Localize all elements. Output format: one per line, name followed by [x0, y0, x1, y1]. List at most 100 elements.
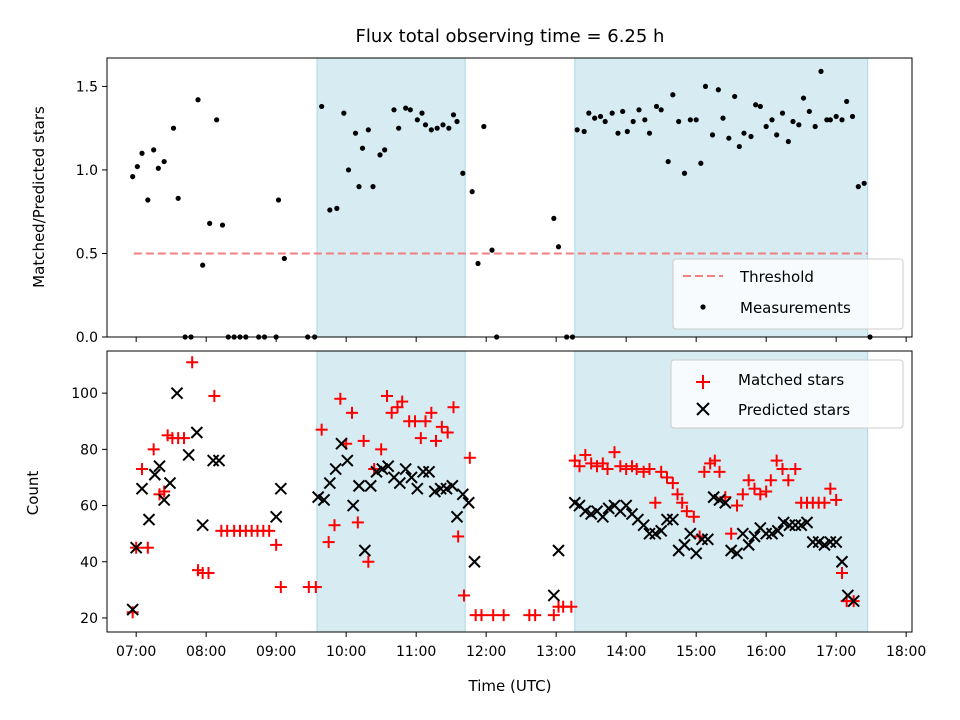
- top-legend-box: [672, 258, 904, 330]
- predicted-star-marker: [329, 462, 342, 476]
- y-tick-label: 1.5: [76, 79, 98, 95]
- matched-star-marker: [497, 609, 510, 622]
- measurement-point: [345, 167, 352, 173]
- predicted-star-marker-b: [689, 547, 703, 560]
- predicted-star-marker-b: [724, 544, 738, 557]
- predicted-star-marker-b: [446, 479, 459, 493]
- predicted-star-marker-b: [274, 482, 288, 495]
- x-tick-label: 07:00: [116, 644, 156, 660]
- predicted-star-marker-b: [800, 516, 814, 529]
- measurement-point: [609, 110, 615, 116]
- predicted-star-marker: [422, 465, 436, 479]
- measurement-point: [849, 113, 856, 120]
- matched-star-marker: [315, 423, 328, 436]
- measurement-point: [574, 127, 580, 133]
- measurement-point: [642, 117, 648, 123]
- bottom-panel: 20 40 60 80 100 07:00 08:00 09:00 10:00 11:00 12:…: [24, 350, 926, 695]
- predicted-star-marker: [269, 510, 283, 523]
- measurement-point: [779, 110, 786, 116]
- matched-star-marker: [385, 406, 398, 419]
- measurement-point: [450, 112, 457, 118]
- measurement-point: [670, 92, 676, 98]
- predicted-star-marker: [126, 603, 139, 616]
- bottom-y-axis-label: Count: [24, 471, 42, 516]
- x-tick-label: 17:00: [816, 644, 856, 660]
- matched-star-marker: [680, 505, 693, 518]
- measurement-point: [422, 122, 429, 128]
- matched-star-marker: [430, 434, 442, 447]
- predicted-star-marker-b: [730, 547, 744, 560]
- predicted-star-marker: [148, 468, 162, 481]
- predicted-star-marker-b: [713, 493, 726, 507]
- top-y-ticks: 0.0 0.5 1.0 1.5: [76, 79, 107, 346]
- predicted-star-marker-b: [719, 496, 732, 509]
- predicted-star-marker-b: [346, 499, 360, 512]
- measurement-point: [341, 110, 347, 116]
- predicted-star-marker-b: [126, 603, 139, 616]
- matched-star-marker: [452, 530, 465, 543]
- predicted-star-marker: [381, 460, 395, 473]
- matched-star-marker: [836, 566, 848, 579]
- chart-title: Flux total observing time = 6.25 h: [356, 26, 665, 47]
- measurement-point: [551, 215, 557, 221]
- measurement-point: [653, 103, 660, 110]
- predicted-star-marker: [619, 499, 633, 512]
- y-tick-label: 60: [80, 499, 98, 515]
- measurement-point: [698, 160, 704, 166]
- predicted-star-marker-b: [806, 535, 820, 549]
- highlight-band: [317, 58, 466, 337]
- matched-star-marker: [186, 356, 199, 369]
- measurement-point: [151, 147, 157, 153]
- predicted-star-marker-b: [129, 541, 143, 554]
- predicted-star-marker-b: [678, 538, 691, 552]
- predicted-star-marker-b: [190, 426, 204, 439]
- measurement-point: [753, 102, 759, 108]
- measurement-point: [356, 184, 362, 190]
- matched-star-marker: [649, 496, 662, 509]
- predicted-star-marker: [829, 535, 843, 549]
- measurement-point: [741, 130, 747, 136]
- measurement-point: [460, 170, 466, 176]
- matched-star-marker: [357, 434, 370, 447]
- predicted-star-marker: [446, 479, 459, 493]
- measurement-point: [732, 93, 738, 100]
- measurement-point: [170, 125, 177, 131]
- measurement-point: [620, 108, 626, 115]
- measurement-point: [681, 170, 688, 176]
- matched-star-marker: [274, 581, 287, 594]
- y-tick-label: 100: [71, 386, 98, 402]
- bottom-legend-box: [670, 359, 904, 429]
- matched-star-marker: [637, 465, 650, 478]
- predicted-star-marker-b: [323, 476, 337, 490]
- measurement-point: [800, 95, 807, 101]
- matched-star-marker: [396, 395, 409, 408]
- x-tick-label: 16:00: [746, 644, 786, 660]
- measurement-point: [581, 128, 587, 135]
- measurement-point: [419, 110, 425, 116]
- predicted-star-marker-b: [170, 386, 184, 400]
- predicted-star-marker: [170, 386, 184, 400]
- predicted-star-marker-b: [637, 519, 650, 532]
- matched-star-marker: [754, 488, 767, 501]
- predicted-star-marker: [695, 533, 709, 546]
- matched-star-marker: [591, 460, 603, 473]
- predicted-star-marker: [759, 527, 773, 540]
- predicted-star-marker-b: [329, 462, 342, 476]
- predicted-star-marker: [736, 527, 750, 540]
- predicted-star-marker-b: [619, 499, 633, 512]
- measurement-point: [748, 133, 754, 140]
- predicted-star-marker: [637, 519, 650, 532]
- predicted-star-marker-b: [736, 527, 750, 540]
- measurement-point: [812, 123, 818, 130]
- top-y-axis-label: Matched/Predicted stars: [30, 106, 48, 288]
- legend-threshold-label: Threshold: [739, 268, 814, 286]
- matched-star-marker: [725, 527, 738, 540]
- predicted-star-marker-b: [393, 476, 407, 490]
- measurement-point: [833, 113, 839, 120]
- measurement-point: [646, 130, 653, 136]
- predicted-star-marker: [434, 482, 447, 495]
- predicted-star-marker-b: [742, 538, 755, 552]
- predicted-star-marker: [468, 555, 481, 568]
- measurement-point: [139, 150, 145, 156]
